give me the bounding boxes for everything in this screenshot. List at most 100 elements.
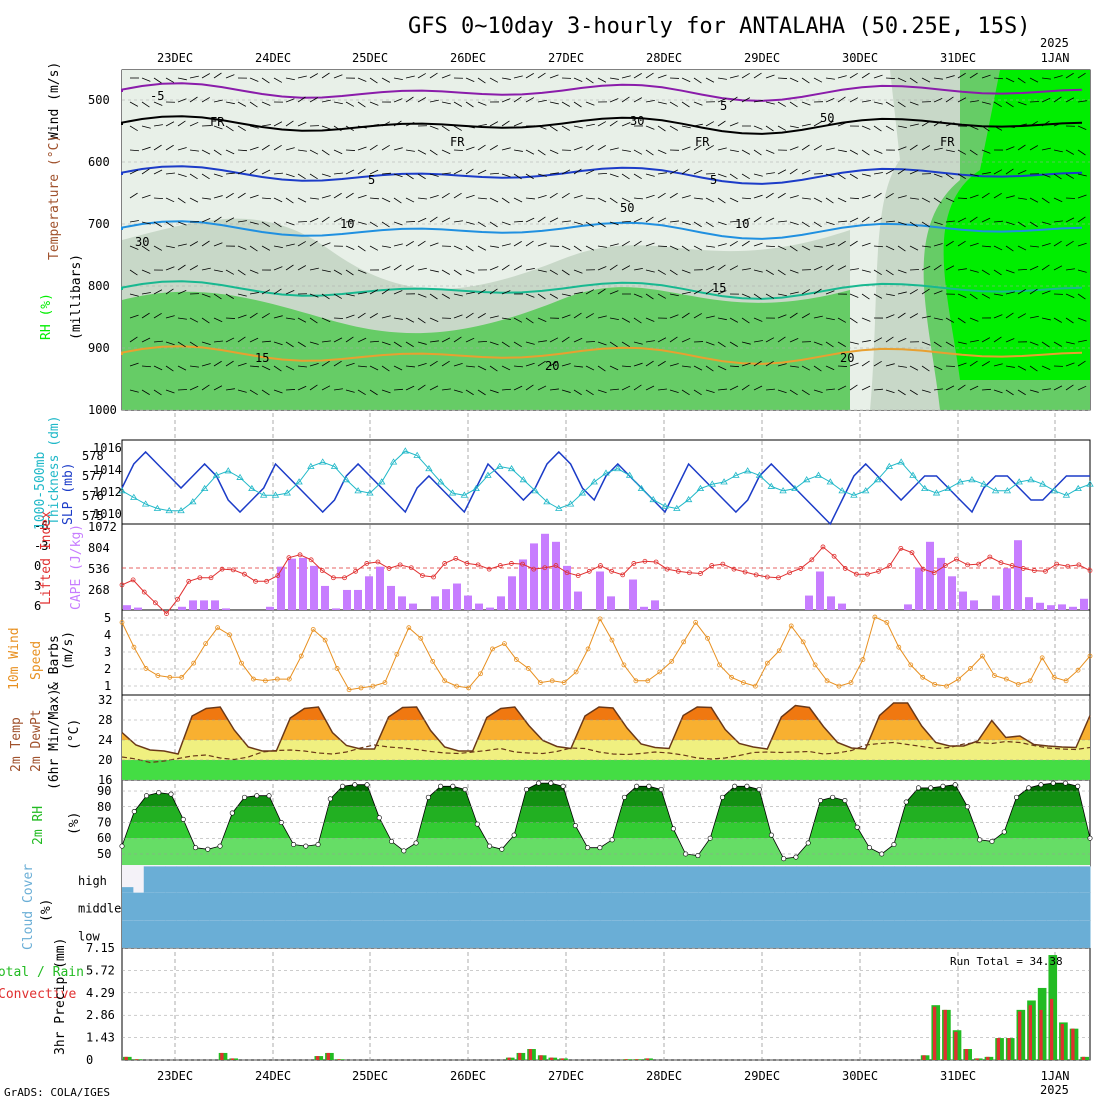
cloud-bar: [818, 892, 830, 921]
cloud-bar: [1046, 866, 1058, 893]
wind-barb: [489, 389, 499, 394]
wind-barb: [1017, 101, 1027, 106]
wind-barb: [441, 101, 451, 105]
rh-tick: 70: [97, 816, 111, 830]
wind-barb: [309, 317, 318, 324]
wind-speed-point: [490, 646, 495, 652]
wind-barb: [993, 269, 1002, 276]
wind-barb: [945, 173, 954, 180]
cloud-bar: [883, 920, 895, 948]
wind-barb: [729, 197, 739, 203]
cloud-bar: [187, 866, 199, 893]
wind-barb: [237, 362, 247, 367]
wind-barb: [741, 317, 750, 324]
cloud-bar: [796, 892, 808, 921]
wind-barb: [1029, 365, 1038, 372]
cloud-bar: [676, 866, 689, 893]
wind-barb: [981, 337, 991, 343]
wind-barb: [513, 265, 523, 271]
wind-barb: [609, 147, 619, 151]
wind-barb: [885, 77, 896, 80]
cape-bar: [1003, 568, 1011, 610]
rh-point: [658, 786, 664, 792]
rh-point: [989, 838, 995, 844]
thickness-point: [401, 447, 410, 454]
wind-speed-point: [932, 681, 938, 687]
wind-barb: [873, 192, 882, 199]
wind-barb: [741, 97, 751, 103]
rh-point: [621, 794, 627, 800]
cloud-bar: [491, 920, 504, 948]
wind-barb: [621, 341, 630, 348]
cloud-bar: [1024, 892, 1037, 921]
thickness-point: [980, 480, 988, 487]
wind-barb: [1005, 245, 1014, 252]
cloud-bar: [992, 920, 1004, 948]
rh-point: [254, 793, 260, 799]
cloud-bar: [861, 920, 873, 948]
wind-barb: [261, 144, 270, 151]
wind-barb: [717, 290, 727, 295]
li-point: [965, 562, 971, 568]
wind-barb: [753, 216, 762, 223]
wind-barb: [345, 293, 355, 297]
wind-barb: [369, 221, 378, 228]
wind-barb: [621, 265, 631, 271]
rh-band-east-dark: [943, 70, 1090, 380]
wind-tick: 5: [104, 611, 111, 625]
wind-barb: [705, 341, 715, 346]
wind-barb: [453, 220, 463, 223]
cloud-bar: [589, 866, 602, 893]
wind-barb: [405, 197, 415, 203]
temp-axis-label: 2m Temp: [9, 717, 24, 772]
rh-tick: 60: [97, 831, 111, 845]
cloud-bar: [1079, 892, 1091, 921]
li-point: [1009, 563, 1015, 568]
temp-band: [122, 720, 1090, 740]
wind-barb: [309, 97, 318, 103]
rh-point: [229, 810, 235, 816]
wind-barb: [393, 388, 404, 391]
cloud-bar: [796, 866, 808, 893]
wind-barb: [537, 173, 547, 177]
wind-barb: [789, 291, 799, 295]
wind-barb: [705, 221, 714, 228]
wind-barb: [129, 149, 140, 152]
li-point: [553, 563, 559, 568]
wind-barb: [321, 360, 330, 367]
precip-convective-bar: [1028, 1005, 1032, 1060]
temp-tick: 28: [98, 713, 112, 727]
wind-barb: [1029, 245, 1039, 248]
cape-bar: [992, 595, 1000, 610]
wind-barb: [705, 365, 714, 372]
cape-bar: [277, 566, 285, 610]
wind-barb: [597, 389, 607, 394]
cloud-bar: [459, 892, 471, 921]
wind-barb: [141, 269, 151, 274]
wind-barb: [1077, 149, 1086, 156]
cloud-bar: [828, 920, 841, 948]
wind-barb: [237, 336, 246, 343]
wind-speed-point: [729, 674, 734, 680]
wind-barb: [417, 149, 427, 155]
cloud-bar: [1024, 920, 1037, 948]
cloud-bar: [165, 920, 177, 948]
wind-barb: [213, 360, 222, 367]
wind-barb: [597, 288, 606, 295]
li-point: [742, 569, 748, 575]
wind-barb: [465, 125, 475, 129]
wind-speed-point: [466, 685, 471, 691]
wind-barb: [945, 317, 955, 323]
wind-barb: [453, 389, 463, 393]
wind-speed-point: [203, 641, 209, 647]
wind-barb: [393, 147, 403, 151]
wind-barb: [597, 315, 607, 319]
cape-bar: [222, 608, 230, 610]
wind-barb: [801, 101, 811, 106]
wind-barb: [957, 268, 967, 271]
wind-barb: [177, 317, 187, 320]
wind-barb: [189, 241, 198, 247]
li-point: [631, 561, 637, 566]
wind-speed-point: [705, 635, 710, 641]
thickness-point: [354, 487, 362, 494]
